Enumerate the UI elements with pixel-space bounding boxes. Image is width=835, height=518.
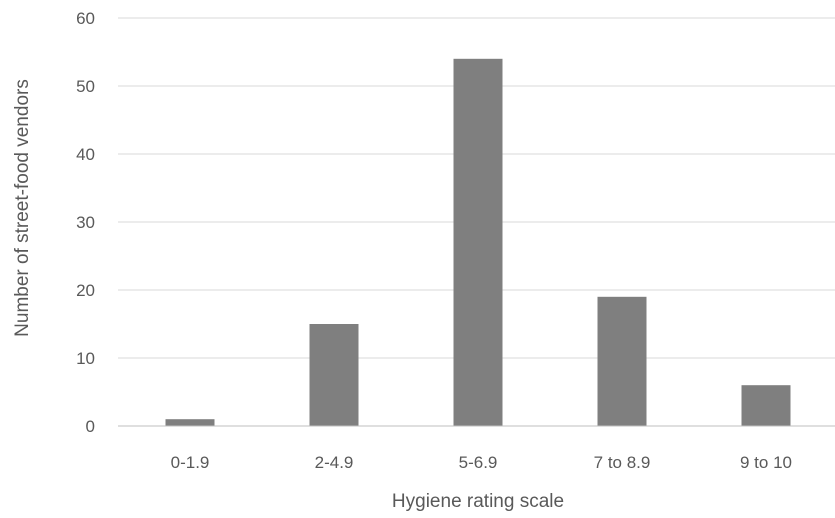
x-tick-label: 9 to 10 [740, 453, 792, 472]
x-tick-label: 7 to 8.9 [594, 453, 651, 472]
y-tick-label: 30 [76, 213, 95, 232]
x-tick-label: 5-6.9 [459, 453, 498, 472]
y-tick-label: 50 [76, 77, 95, 96]
bar-0-1.9 [165, 419, 215, 426]
y-axis-ticks: 0 10 20 30 40 50 60 [76, 9, 95, 436]
bar-2-4.9 [309, 324, 359, 426]
y-axis-title: Number of street-food vendors [12, 79, 33, 337]
y-tick-label: 60 [76, 9, 95, 28]
y-tick-label: 10 [76, 349, 95, 368]
bar-5-6.9 [453, 58, 503, 427]
y-tick-label: 20 [76, 281, 95, 300]
bar-9-to-10 [741, 385, 791, 426]
bar-7-to-8.9 [597, 296, 647, 426]
bars [165, 58, 791, 427]
y-tick-label: 0 [86, 417, 95, 436]
x-axis-ticks: 0-1.9 2-4.9 5-6.9 7 to 8.9 9 to 10 [171, 453, 792, 472]
y-tick-label: 40 [76, 145, 95, 164]
x-tick-label: 2-4.9 [315, 453, 354, 472]
x-axis-title: Hygiene rating scale [392, 491, 564, 512]
x-tick-label: 0-1.9 [171, 453, 210, 472]
